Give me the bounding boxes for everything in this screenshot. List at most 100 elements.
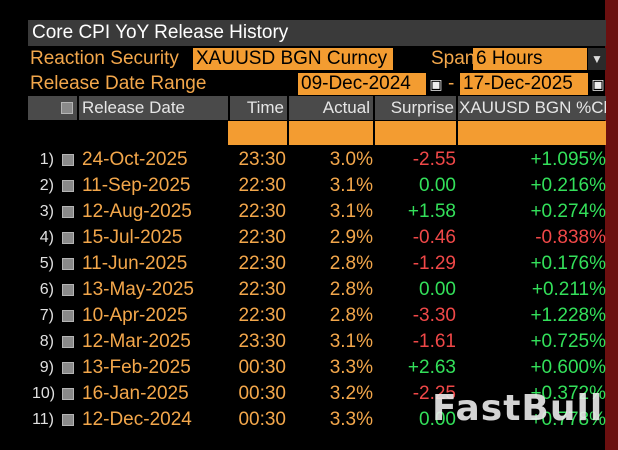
release-time: 22:30 [238,175,286,196]
header-release-date[interactable]: Release Date [79,96,228,120]
table-row[interactable]: 3) 12-Aug-2025 22:30 3.1% +1.58 +0.274% [0,199,606,225]
actual-value: 3.0% [329,149,373,170]
row-checkbox[interactable] [62,388,74,400]
table-row[interactable]: 6) 13-May-2025 22:30 2.8% 0.00 +0.211% [0,277,606,303]
table-row[interactable]: 1) 24-Oct-2025 23:30 3.0% -2.55 +1.095% [0,147,606,173]
header-change[interactable]: XAUUSD BGN %Chg [458,96,606,120]
table-row[interactable]: 11) 12-Dec-2024 00:30 3.3% 0.00 +0.778% [0,407,606,433]
release-date: 13-Feb-2025 [82,357,191,378]
select-all-checkbox[interactable] [61,102,73,114]
release-date: 12-Dec-2024 [82,409,192,430]
surprise-value: 0.00 [419,409,456,430]
row-number: 1) [39,151,54,168]
xauusd-change: +0.600% [530,357,606,378]
date-range-label: Release Date Range [30,73,207,94]
row-number: 9) [39,359,54,376]
window-title: Core CPI YoY Release History [28,20,606,46]
release-date: 10-Apr-2025 [82,305,188,326]
release-date: 12-Aug-2025 [82,201,192,222]
row-checkbox[interactable] [62,362,74,374]
row-checkbox[interactable] [62,336,74,348]
header-select-all[interactable] [28,96,77,120]
xauusd-change: +1.228% [530,305,606,326]
release-time: 00:30 [238,357,286,378]
surprise-value: 0.00 [419,279,456,300]
release-date: 13-May-2025 [82,279,194,300]
release-time: 23:30 [238,331,286,352]
xauusd-change: +0.176% [530,253,606,274]
surprise-value: -0.46 [412,227,456,248]
date-from-field[interactable]: 09-Dec-2024 [298,73,426,95]
release-time: 22:30 [238,305,286,326]
table-row[interactable]: 9) 13-Feb-2025 00:30 3.3% +2.63 +0.600% [0,355,606,381]
release-time: 00:30 [238,383,286,404]
header-surprise[interactable]: Surprise [375,96,456,120]
release-time: 22:30 [238,253,286,274]
row-checkbox[interactable] [62,154,74,166]
row-number: 6) [39,281,54,298]
xauusd-change: +0.725% [530,331,606,352]
chevron-down-icon[interactable]: ▼ [588,48,606,70]
actual-value: 3.3% [329,409,373,430]
actual-filter-input[interactable] [289,121,373,145]
date-to-field[interactable]: 17-Dec-2025 [460,73,588,95]
fastbull-watermark: FastBull [432,388,604,429]
right-edge-bar [605,0,618,450]
row-number: 5) [39,255,54,272]
actual-value: 3.2% [329,383,373,404]
actual-value: 3.1% [329,201,373,222]
row-checkbox[interactable] [62,206,74,218]
surprise-filter-input[interactable] [375,121,456,145]
table-row[interactable]: 10) 16-Jan-2025 00:30 3.2% -2.25 +0.372% [0,381,606,407]
release-date: 24-Oct-2025 [82,149,188,170]
row-checkbox[interactable] [62,310,74,322]
range-separator: - [448,73,455,94]
xauusd-change: -0.838% [535,227,606,248]
release-time: 22:30 [238,201,286,222]
actual-value: 2.8% [329,279,373,300]
release-time: 23:30 [238,149,286,170]
surprise-value: -2.25 [412,383,456,404]
actual-value: 2.8% [329,253,373,274]
actual-value: 2.8% [329,305,373,326]
row-number: 4) [39,229,54,246]
xauusd-change: +0.372% [530,383,606,404]
table-row[interactable]: 5) 11-Jun-2025 22:30 2.8% -1.29 +0.176% [0,251,606,277]
calendar-icon[interactable]: ▣ [591,76,605,92]
row-checkbox[interactable] [62,284,74,296]
surprise-value: 0.00 [419,175,456,196]
table-row[interactable]: 7) 10-Apr-2025 22:30 2.8% -3.30 +1.228% [0,303,606,329]
row-checkbox[interactable] [62,258,74,270]
row-checkbox[interactable] [62,232,74,244]
row-number: 11) [32,411,54,428]
row-number: 2) [39,177,54,194]
table-row[interactable]: 2) 11-Sep-2025 22:30 3.1% 0.00 +0.216% [0,173,606,199]
actual-value: 3.1% [329,331,373,352]
surprise-value: -3.30 [412,305,456,326]
xauusd-change: +0.211% [531,279,606,300]
surprise-value: +1.58 [407,201,456,222]
xauusd-change: +0.274% [530,201,606,222]
row-number: 8) [39,333,54,350]
table-row[interactable]: 4) 15-Jul-2025 22:30 2.9% -0.46 -0.838% [0,225,606,251]
surprise-value: -1.61 [412,331,456,352]
calendar-icon[interactable]: ▣ [429,76,443,92]
change-filter-input[interactable] [458,121,606,145]
table-row[interactable]: 8) 12-Mar-2025 23:30 3.1% -1.61 +0.725% [0,329,606,355]
header-time[interactable]: Time [230,96,287,120]
release-date: 12-Mar-2025 [82,331,191,352]
release-time: 22:30 [238,279,286,300]
actual-value: 2.9% [329,227,373,248]
time-filter-input[interactable] [228,121,287,145]
row-checkbox[interactable] [62,180,74,192]
release-date: 15-Jul-2025 [82,227,183,248]
reaction-security-label: Reaction Security [30,48,179,69]
span-select[interactable]: 6 Hours [473,48,587,70]
reaction-security-field[interactable]: XAUUSD BGN Curncy [193,48,393,70]
release-time: 00:30 [238,409,286,430]
span-label: Span [431,48,476,69]
xauusd-change: +1.095% [530,149,606,170]
surprise-value: -1.29 [412,253,456,274]
header-actual[interactable]: Actual [289,96,373,120]
row-checkbox[interactable] [62,414,74,426]
